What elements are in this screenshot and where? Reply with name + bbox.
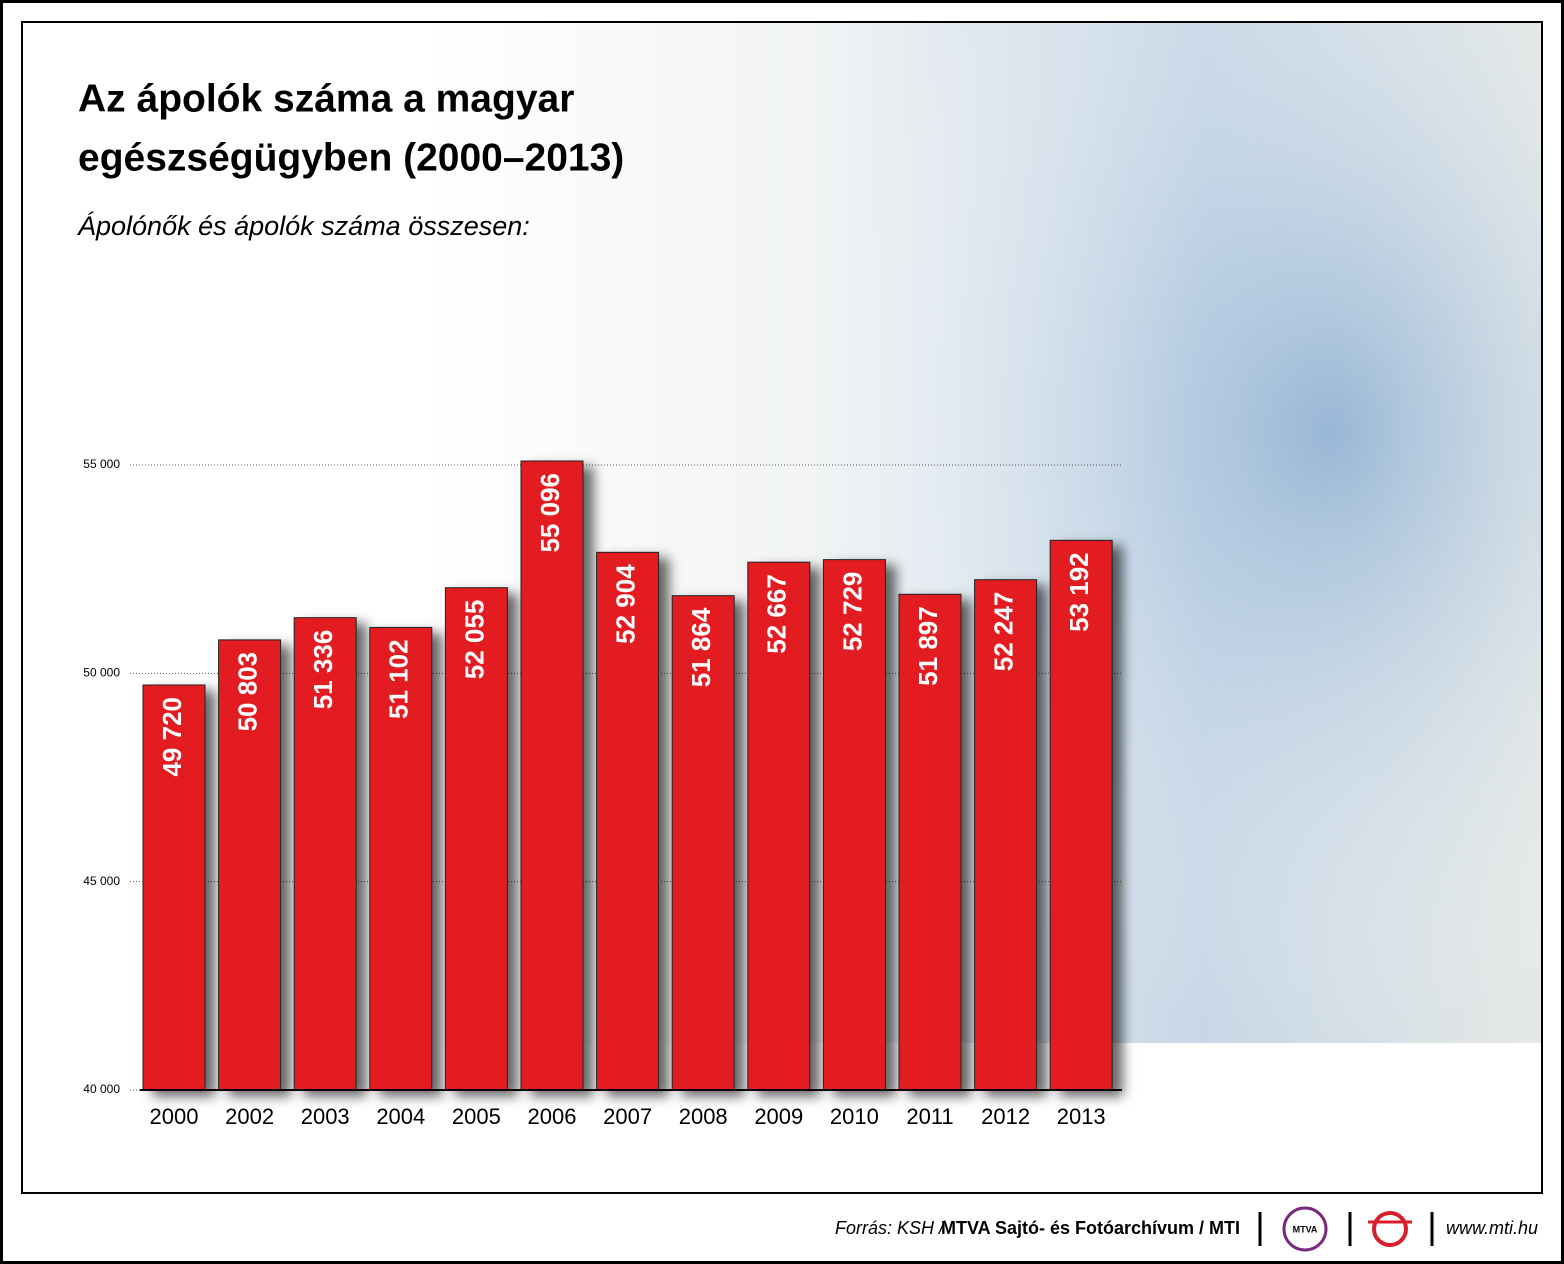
plot: 40 000 45 000 50 000 55 000 2000 2002 2003 2004… bbox=[83, 457, 1122, 1129]
bar bbox=[369, 626, 433, 1091]
x-tick-label: 2008 bbox=[679, 1104, 728, 1129]
value-label: 51 336 bbox=[308, 630, 338, 710]
bar bbox=[444, 587, 508, 1091]
bar bbox=[293, 617, 357, 1091]
x-tick-label: 2002 bbox=[225, 1104, 274, 1129]
x-tick-label: 2012 bbox=[981, 1104, 1030, 1129]
bar bbox=[520, 460, 584, 1091]
bars bbox=[142, 460, 1113, 1091]
x-tick-label: 2007 bbox=[603, 1104, 652, 1129]
website: www.mti.hu bbox=[1446, 1218, 1538, 1238]
value-label: 52 247 bbox=[988, 592, 1018, 672]
bar bbox=[898, 593, 962, 1091]
bar bbox=[671, 595, 735, 1091]
x-tick-label: 2006 bbox=[528, 1104, 577, 1129]
x-tick-label: 2005 bbox=[452, 1104, 501, 1129]
x-tick-label: 2013 bbox=[1057, 1104, 1106, 1129]
bar bbox=[596, 551, 660, 1091]
value-label: 52 055 bbox=[459, 600, 489, 680]
y-tick-label: 55 000 bbox=[83, 457, 120, 471]
x-tick-label: 2003 bbox=[301, 1104, 350, 1129]
chart-subtitle: Ápolónők és ápolók száma összesen: bbox=[76, 211, 530, 241]
mti-logo bbox=[1372, 1211, 1408, 1247]
y-tick-label: 45 000 bbox=[83, 874, 120, 888]
mtva-logo-text: MTVA bbox=[1293, 1224, 1318, 1234]
value-label: 49 720 bbox=[157, 697, 187, 777]
y-tick-label: 50 000 bbox=[83, 666, 120, 680]
bar bbox=[142, 684, 206, 1091]
value-label: 50 803 bbox=[232, 652, 262, 732]
bar bbox=[1049, 539, 1113, 1091]
chart-title: egészségügyben (2000–2013) bbox=[78, 136, 624, 179]
value-label: 52 904 bbox=[610, 564, 640, 644]
source-org: MTVA Sajtó- és Fotóarchívum / MTI bbox=[941, 1218, 1240, 1238]
chart-title: Az ápolók száma a magyar bbox=[78, 77, 574, 120]
bar bbox=[974, 579, 1038, 1091]
value-label: 51 897 bbox=[913, 606, 943, 686]
value-label: 52 667 bbox=[762, 574, 792, 654]
x-tick-label: 2000 bbox=[150, 1104, 199, 1129]
bar bbox=[218, 639, 282, 1091]
value-label: 53 192 bbox=[1064, 552, 1094, 632]
value-label: 51 102 bbox=[384, 639, 414, 719]
bar bbox=[822, 559, 886, 1091]
x-tick-label: 2004 bbox=[376, 1104, 425, 1129]
mtva-logo bbox=[1282, 1206, 1328, 1252]
bar bbox=[747, 561, 811, 1091]
source-label: Forrás: KSH / bbox=[835, 1218, 946, 1238]
value-label: 52 729 bbox=[837, 572, 867, 652]
x-tick-label: 2009 bbox=[754, 1104, 803, 1129]
value-label: 51 864 bbox=[686, 607, 716, 687]
x-tick-label: 2010 bbox=[830, 1104, 879, 1129]
y-tick-label: 40 000 bbox=[83, 1082, 120, 1096]
x-tick-label: 2011 bbox=[906, 1104, 953, 1129]
value-label: 55 096 bbox=[535, 473, 565, 553]
